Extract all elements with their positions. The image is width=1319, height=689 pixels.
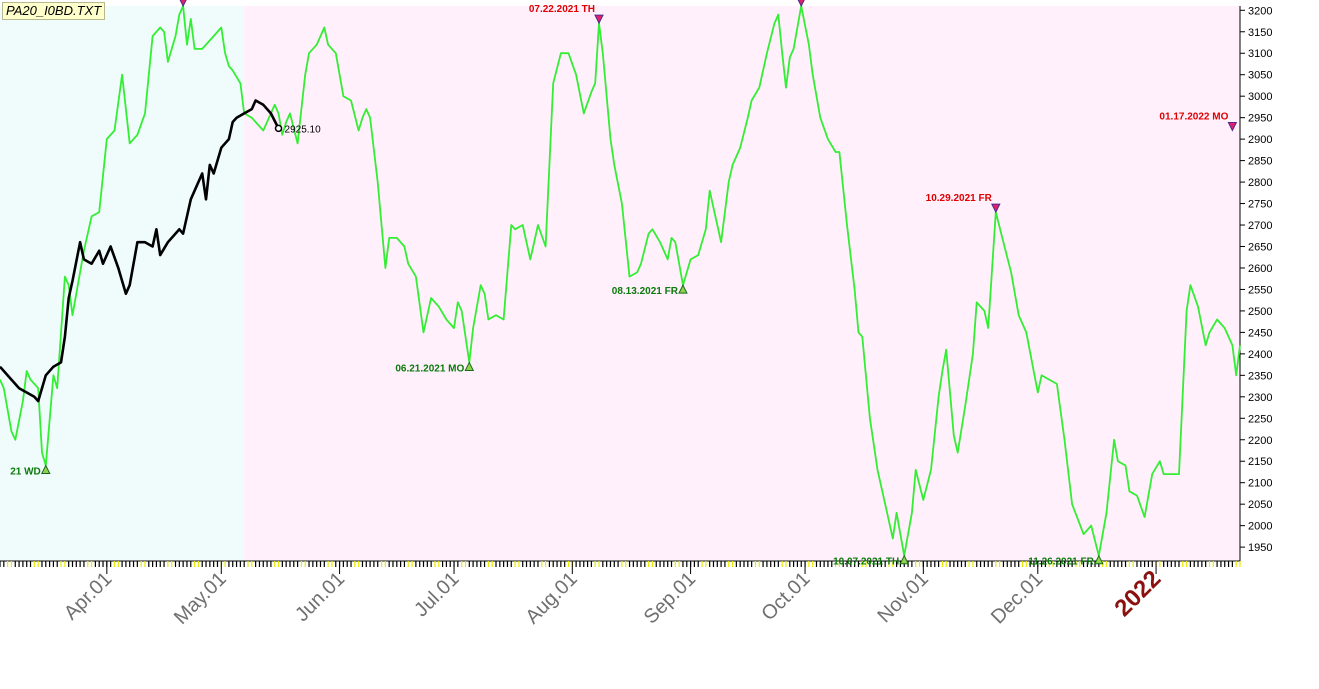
y-tick-label: 2900 [1248, 134, 1272, 146]
black-series-line [0, 99, 280, 403]
y-tick-label: 3100 [1248, 48, 1272, 60]
x-tick-label: Aug.01 [521, 568, 581, 628]
y-tick-label: 2450 [1248, 327, 1272, 339]
x-tick-label: Nov.01 [874, 568, 933, 627]
shaded-regions [0, 6, 1240, 560]
y-tick-label: 2250 [1248, 413, 1272, 425]
peak-marker [594, 14, 604, 25]
last-value-label: 2925.10 [285, 124, 322, 135]
x-tick-label: 2022 [1109, 565, 1166, 622]
y-tick-label: 2600 [1248, 263, 1272, 275]
y-tick-label: 2200 [1248, 435, 1272, 447]
x-tick-label: Jul.01 [410, 568, 463, 621]
y-tick-label: 2000 [1248, 521, 1272, 533]
y-tick-label: 2950 [1248, 113, 1272, 125]
y-tick-label: 2850 [1248, 156, 1272, 168]
y-tick-label: 2650 [1248, 241, 1272, 253]
y-tick-label: 3050 [1248, 70, 1272, 82]
x-tick-label: Apr.01 [60, 568, 116, 624]
y-tick-label: 3200 [1248, 5, 1272, 17]
x-tick-label: Dec.01 [987, 568, 1047, 628]
trough-marker [899, 554, 910, 565]
y-tick-label: 2050 [1248, 499, 1272, 511]
chart-title[interactable]: PA20_I0BD.TXT [2, 2, 106, 20]
y-tick-label: 2400 [1248, 349, 1272, 361]
trough-label: 08.13.2021 FR [612, 286, 679, 297]
y-tick-label: 2550 [1248, 284, 1272, 296]
trough-label: 21 WD [10, 467, 41, 478]
trough-label: 10.07.2021 TH [833, 557, 899, 568]
last-value-marker [274, 124, 283, 133]
trough-marker [1094, 554, 1104, 565]
trough-label: 11.26.2021 FR [1028, 557, 1094, 568]
peak-marker [179, 0, 187, 8]
y-tick-label: 2150 [1248, 456, 1272, 468]
peak-label: 07.22.2021 TH [529, 4, 595, 15]
y-tick-label: 2100 [1248, 478, 1272, 490]
x-tick-label: May.01 [170, 568, 231, 629]
y-tick-label: 2350 [1248, 370, 1272, 382]
x-tick-label: Oct.01 [757, 568, 814, 625]
y-tick-label: 3000 [1248, 91, 1272, 103]
y-tick-label: 1950 [1248, 542, 1272, 554]
trough-marker [678, 284, 688, 294]
peak-marker [797, 0, 805, 8]
x-tick-label: Jun.01 [291, 568, 349, 626]
y-tick-label: 2750 [1248, 199, 1272, 211]
trough-marker [464, 361, 475, 371]
y-tick-label: 2800 [1248, 177, 1272, 189]
y-tick-label: 2700 [1248, 220, 1272, 232]
peak-label: 01.17.2022 MO [1159, 112, 1228, 123]
annotations: 04.14.2021 WD07.22.2021 TH09.13.2021 MO1… [10, 0, 1238, 568]
trough-label: 06.21.2021 MO [395, 363, 464, 374]
x-tick-label: Sep.01 [640, 568, 700, 628]
y-tick-label: 3150 [1248, 27, 1272, 39]
trough-marker [40, 464, 51, 475]
peak-marker [991, 203, 1001, 214]
y-tick-label: 2500 [1248, 306, 1272, 318]
y-tick-label: 2300 [1248, 392, 1272, 404]
peak-label: 10.29.2021 FR [926, 193, 993, 204]
peak-marker [1227, 122, 1238, 132]
shaded-region-1 [244, 6, 1240, 560]
